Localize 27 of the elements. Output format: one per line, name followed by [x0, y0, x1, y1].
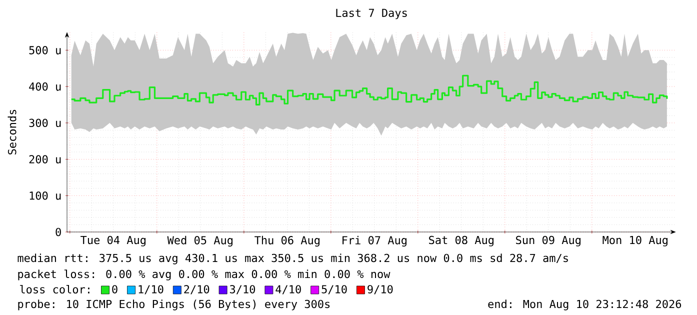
- legend-label: 5/10: [322, 285, 347, 294]
- legend-title: loss color:: [20, 284, 90, 294]
- x-tick-label: Sat 08 Aug: [429, 236, 494, 246]
- y-tick-label: 500 u: [29, 46, 61, 54]
- chart-title: Last 7 Days: [336, 8, 407, 20]
- legend-label: 0: [112, 285, 118, 294]
- legend-label: 1/10: [138, 285, 164, 294]
- legend-label: 2/10: [184, 285, 210, 294]
- y-tick-label: 400 u: [29, 82, 61, 91]
- x-tick-label: Thu 06 Aug: [254, 236, 320, 247]
- x-tick-label: Wed 05 Aug: [167, 236, 232, 247]
- text: end: Mon Aug 10 23:12:48 2026: [488, 300, 682, 310]
- y-tick-label: 300 u: [29, 118, 61, 128]
- text: packet loss: 0.00 % avg 0.00 % max 0.00 % min 0.00 % now: [18, 270, 390, 280]
- x-tick-label: Sun 09 Aug: [516, 236, 580, 246]
- legend-label: 9/10: [368, 285, 393, 294]
- legend-label: 3/10: [230, 285, 256, 294]
- text: probe: 10 ICMP Echo Pings (56 Bytes) every 300s: [18, 300, 330, 310]
- legend-label: 4/10: [276, 285, 301, 294]
- x-tick-label: Mon 10 Aug: [602, 236, 668, 246]
- y-axis-title: Seconds: [8, 110, 16, 154]
- text: median rtt: 375.5 us avg 430.1 us max 350.5 us min 368.2 us now 0.0 ms sd 28.7 am/s: [18, 254, 568, 264]
- y-tick-label: 200 u: [29, 155, 61, 164]
- x-tick-label: Fri 07 Aug: [342, 236, 406, 247]
- x-tick-label: Tue 04 Aug: [80, 236, 146, 246]
- y-tick-label: 0: [56, 228, 61, 236]
- y-tick-label: 100 u: [30, 191, 61, 200]
